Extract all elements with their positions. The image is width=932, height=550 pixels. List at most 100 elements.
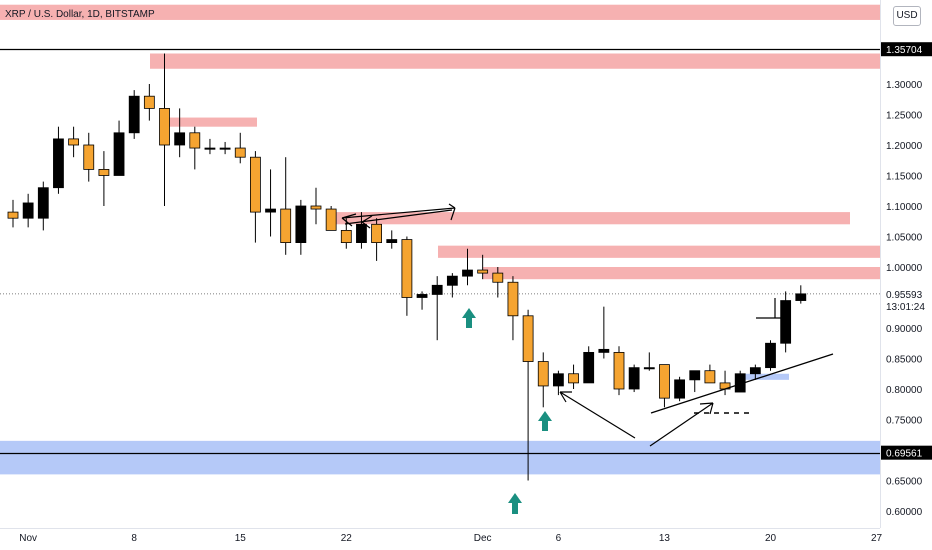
candle-body — [174, 132, 186, 146]
candle-body — [537, 361, 549, 387]
candle-body — [477, 269, 489, 274]
price-tag-last: 0.95593 — [886, 290, 923, 301]
y-tick-label: 1.05000 — [886, 233, 923, 244]
candle-body — [795, 293, 807, 301]
candle-body — [356, 223, 367, 244]
candle-body — [613, 351, 625, 390]
arrow-up-icon — [462, 308, 476, 328]
resistance-zone — [166, 117, 257, 127]
candle-body — [704, 370, 716, 384]
x-tick-label: 15 — [235, 533, 247, 544]
price-tag-upper-level: 1.35704 — [886, 45, 923, 56]
candle-body — [159, 108, 170, 146]
projection-step-line — [756, 298, 788, 319]
trend-line-ascending — [650, 353, 834, 414]
y-tick-label: 0.85000 — [886, 355, 923, 366]
y-tick-label: 1.15000 — [886, 172, 923, 183]
candle-body — [189, 132, 201, 149]
candles-layer — [7, 53, 807, 481]
candle-body — [446, 275, 458, 286]
x-tick-label: Nov — [19, 533, 37, 544]
price-tag-last-countdown: 13:01:24 — [886, 302, 925, 313]
resistance-zone — [438, 245, 880, 258]
candle-body — [219, 147, 231, 150]
candle-body — [98, 168, 110, 176]
zones-layer — [0, 4, 880, 475]
candle-body — [689, 370, 701, 381]
candle-body — [234, 147, 246, 158]
y-tick-label: 0.75000 — [886, 416, 923, 427]
candle-body — [674, 379, 685, 399]
candle-body — [53, 138, 64, 189]
candle-body — [143, 95, 155, 109]
x-tick-label: 13 — [659, 533, 671, 544]
candle-body — [340, 229, 352, 243]
drawings-layer — [341, 203, 834, 514]
y-tick-label: 0.60000 — [886, 507, 923, 518]
x-tick-label: 22 — [341, 533, 353, 544]
candle-body — [386, 239, 398, 244]
x-tick-label: 20 — [765, 533, 777, 544]
annotation-arrow-up-right — [649, 402, 714, 447]
candle-body — [7, 211, 19, 219]
y-tick-label: 0.90000 — [886, 324, 923, 335]
support-zone — [741, 373, 789, 380]
candle-body — [325, 208, 337, 231]
candle-body — [628, 367, 640, 390]
y-tick-label: 1.30000 — [886, 80, 923, 91]
candle-body — [37, 187, 49, 219]
candle-body — [431, 284, 443, 295]
candle-body — [553, 373, 564, 387]
arrow-up-icon — [538, 411, 552, 431]
candle-body — [522, 315, 534, 362]
support-zone — [0, 440, 880, 475]
annotation-arrow-top — [341, 203, 456, 229]
candle-body — [113, 132, 125, 176]
currency-selector[interactable]: USD — [893, 6, 921, 26]
candle-body — [568, 373, 579, 384]
price-tag-lower-level-bg — [881, 445, 932, 460]
price-tag-upper-level-bg — [881, 42, 932, 57]
candle-body — [310, 205, 322, 210]
candle-body — [401, 239, 413, 298]
candle-body — [416, 294, 428, 298]
candle-body — [280, 208, 292, 244]
x-tick-label: Dec — [474, 533, 492, 544]
candle-body — [204, 147, 216, 150]
y-tick-label: 1.20000 — [886, 141, 923, 152]
candle-body — [507, 281, 519, 317]
candle-body — [462, 269, 473, 277]
symbol-title: XRP / U.S. Dollar, 1D, BITSTAMP — [5, 9, 155, 20]
y-tick-label: 1.25000 — [886, 111, 923, 122]
candle-body — [83, 144, 95, 170]
candle-body — [128, 95, 140, 134]
y-tick-label: 0.80000 — [886, 385, 923, 396]
arrow-up-icon — [508, 493, 522, 514]
x-tick-label: 27 — [871, 533, 883, 544]
y-tick-label: 1.10000 — [886, 202, 923, 213]
x-tick-label: 6 — [556, 533, 562, 544]
candle-body — [643, 367, 655, 370]
candle-body — [749, 367, 761, 375]
candle-body — [780, 300, 792, 344]
candle-body — [249, 156, 261, 213]
x-tick-label: 8 — [131, 533, 137, 544]
candle-body — [68, 138, 79, 146]
levels-layer — [0, 48, 880, 455]
y-tick-label: 1.00000 — [886, 263, 923, 274]
candle-body — [492, 272, 504, 283]
price-tag-last-bg — [881, 286, 932, 313]
candle-body — [295, 205, 307, 243]
candle-body — [765, 342, 776, 369]
resistance-zone — [150, 53, 880, 69]
candle-body — [659, 364, 670, 399]
resistance-zone — [483, 267, 880, 280]
resistance-zone — [332, 212, 850, 225]
resistance-zone — [0, 4, 880, 20]
y-tick-label: 0.65000 — [886, 477, 923, 488]
candle-body — [598, 348, 610, 353]
candle-body — [371, 223, 383, 244]
candle-body — [22, 202, 34, 219]
